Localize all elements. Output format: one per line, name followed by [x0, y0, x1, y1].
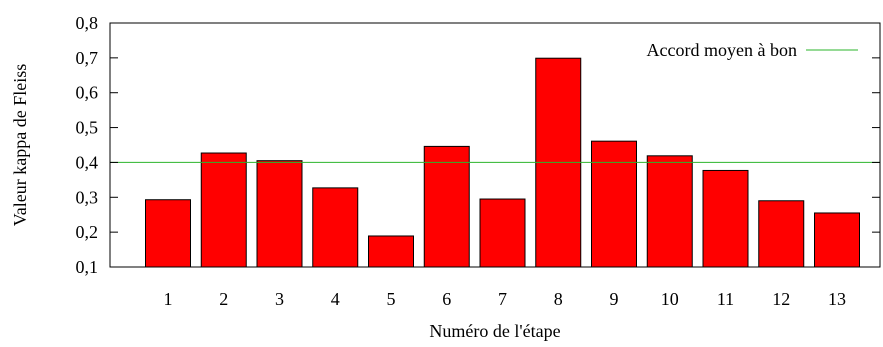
y-tick-label: 0,3 — [76, 187, 99, 207]
y-tick-label: 0,8 — [76, 13, 99, 33]
x-tick-label: 13 — [828, 289, 846, 309]
bar-7 — [479, 198, 526, 268]
bar-5 — [368, 235, 414, 268]
x-axis-label: Numéro de l'étape — [429, 321, 560, 341]
legend: Accord moyen à bon — [647, 40, 858, 60]
y-tick-label: 0,1 — [76, 257, 99, 277]
bar-11 — [702, 169, 749, 268]
x-tick-label: 4 — [331, 289, 340, 309]
x-tick-label: 10 — [661, 289, 679, 309]
y-tick-label: 0,5 — [76, 118, 99, 138]
bar-12 — [758, 200, 805, 268]
x-tick-label: 11 — [717, 289, 734, 309]
legend-label: Accord moyen à bon — [647, 40, 797, 60]
x-tick-label: 3 — [275, 289, 284, 309]
y-axis-label: Valeur kappa de Fleiss — [10, 64, 30, 226]
x-tick-label: 6 — [442, 289, 451, 309]
bars-group — [145, 57, 860, 268]
x-axis: 1 2 3 4 5 6 7 8 9 10 11 12 13 — [164, 289, 847, 309]
x-tick-label: 8 — [554, 289, 563, 309]
bar-2 — [200, 152, 247, 268]
bar-13 — [814, 212, 860, 268]
bar-3 — [256, 160, 303, 268]
x-tick-label: 5 — [387, 289, 396, 309]
bar-10 — [646, 155, 693, 268]
x-tick-label: 7 — [498, 289, 507, 309]
x-tick-label: 9 — [610, 289, 619, 309]
y-tick-label: 0,4 — [76, 152, 99, 172]
x-tick-label: 1 — [164, 289, 173, 309]
bar-4 — [312, 187, 359, 268]
y-tick-label: 0,6 — [76, 83, 99, 103]
y-axis: 0,1 0,2 0,3 0,4 0,5 0,6 0,7 0,8 — [76, 13, 880, 277]
plot-frame — [109, 22, 881, 268]
x-tick-label: 2 — [219, 289, 228, 309]
x-tick-label: 12 — [772, 289, 790, 309]
bar-9 — [591, 140, 637, 268]
y-tick-label: 0,2 — [76, 222, 99, 242]
y-tick-label: 0,7 — [76, 48, 99, 68]
bar-1 — [145, 199, 191, 268]
bar-6 — [423, 145, 470, 268]
